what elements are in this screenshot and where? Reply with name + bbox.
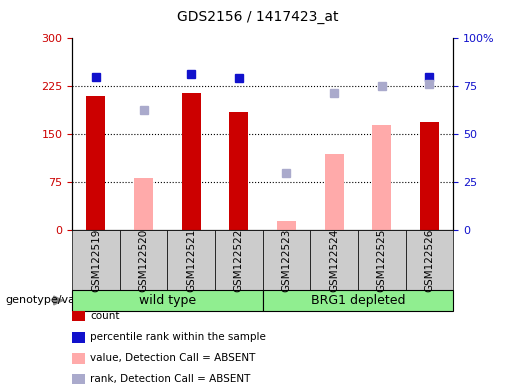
Text: wild type: wild type	[139, 294, 196, 307]
Bar	[182, 93, 201, 230]
Text: BRG1 depleted: BRG1 depleted	[311, 294, 405, 307]
Bar	[420, 122, 439, 230]
Text: percentile rank within the sample: percentile rank within the sample	[90, 332, 266, 342]
Text: genotype/variation: genotype/variation	[5, 295, 111, 306]
Text: rank, Detection Call = ABSENT: rank, Detection Call = ABSENT	[90, 374, 250, 384]
Bar	[277, 221, 296, 230]
Text: GSM122522: GSM122522	[234, 228, 244, 292]
Bar	[372, 125, 391, 230]
Text: GSM122520: GSM122520	[139, 228, 148, 292]
Text: GSM122524: GSM122524	[329, 228, 339, 292]
Text: value, Detection Call = ABSENT: value, Detection Call = ABSENT	[90, 353, 255, 363]
Text: GSM122519: GSM122519	[91, 228, 101, 292]
Text: GSM122525: GSM122525	[377, 228, 387, 292]
Text: GDS2156 / 1417423_at: GDS2156 / 1417423_at	[177, 10, 338, 23]
Bar	[229, 112, 248, 230]
Text: count: count	[90, 311, 119, 321]
Text: GSM122526: GSM122526	[424, 228, 434, 292]
Text: GSM122521: GSM122521	[186, 228, 196, 292]
Bar	[87, 96, 106, 230]
Text: GSM122523: GSM122523	[282, 228, 291, 292]
Bar	[324, 154, 344, 230]
Bar	[134, 178, 153, 230]
